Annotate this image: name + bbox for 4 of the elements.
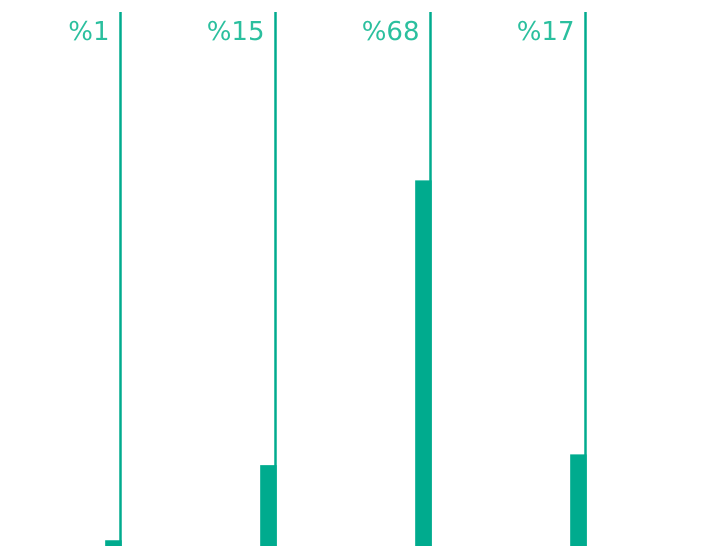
data-label: %1 bbox=[68, 16, 110, 47]
data-label: %15 bbox=[206, 16, 264, 47]
data-label: %68 bbox=[362, 16, 420, 47]
data-label: %17 bbox=[516, 16, 574, 47]
